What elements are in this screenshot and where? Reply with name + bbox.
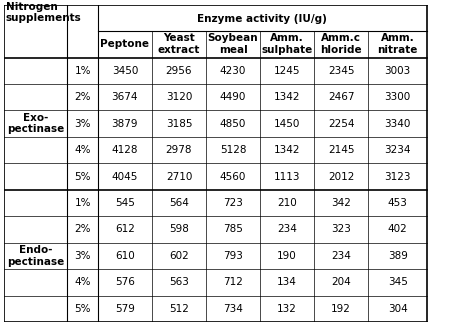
Text: 4128: 4128 [112,145,138,155]
Text: 3120: 3120 [166,92,192,102]
Text: 5%: 5% [74,172,91,182]
Text: 3003: 3003 [384,66,411,76]
Text: 3879: 3879 [112,118,138,128]
Text: 793: 793 [223,251,243,261]
Text: 5%: 5% [74,304,91,314]
Text: 723: 723 [223,198,243,208]
Text: 3674: 3674 [112,92,138,102]
Text: 2%: 2% [74,92,91,102]
Text: 4560: 4560 [220,172,246,182]
Text: 1%: 1% [74,66,91,76]
Text: 3300: 3300 [384,92,411,102]
Text: 563: 563 [169,277,189,287]
Text: 734: 734 [223,304,243,314]
Text: 564: 564 [169,198,189,208]
Text: 210: 210 [277,198,297,208]
Text: 1%: 1% [74,198,91,208]
Text: 576: 576 [115,277,135,287]
Text: 4%: 4% [74,145,91,155]
Text: Endo-
pectinase: Endo- pectinase [7,245,64,267]
Text: 2710: 2710 [166,172,192,182]
Text: 712: 712 [223,277,243,287]
Text: 785: 785 [223,224,243,234]
Text: 610: 610 [115,251,135,261]
Text: 512: 512 [169,304,189,314]
Text: 545: 545 [115,198,135,208]
Text: 234: 234 [277,224,297,234]
Text: 3234: 3234 [384,145,411,155]
Text: 4230: 4230 [220,66,246,76]
Text: 2254: 2254 [328,118,355,128]
Text: 1342: 1342 [274,145,301,155]
Text: 3123: 3123 [384,172,411,182]
Text: 3%: 3% [74,118,91,128]
Text: 5128: 5128 [220,145,246,155]
Text: 3340: 3340 [384,118,411,128]
Text: Soybean
meal: Soybean meal [208,33,258,55]
Text: 132: 132 [277,304,297,314]
Text: 1113: 1113 [274,172,301,182]
Text: 402: 402 [388,224,408,234]
Text: 598: 598 [169,224,189,234]
Text: 602: 602 [169,251,189,261]
Text: 323: 323 [331,224,351,234]
Text: 1450: 1450 [274,118,301,128]
Text: 4%: 4% [74,277,91,287]
Text: 4045: 4045 [112,172,138,182]
Text: 4490: 4490 [220,92,246,102]
Text: 2978: 2978 [166,145,192,155]
Text: 389: 389 [388,251,408,261]
Text: 234: 234 [331,251,351,261]
Text: Exo-
pectinase: Exo- pectinase [7,113,64,134]
Text: Nitrogen
supplements: Nitrogen supplements [6,2,82,23]
Text: 190: 190 [277,251,297,261]
Text: 2467: 2467 [328,92,355,102]
Text: 579: 579 [115,304,135,314]
Text: Amm.c
hloride: Amm.c hloride [320,33,362,55]
Text: 2956: 2956 [166,66,192,76]
Text: 4850: 4850 [220,118,246,128]
Text: Enzyme activity (IU/g): Enzyme activity (IU/g) [198,14,328,24]
Text: 453: 453 [388,198,408,208]
Text: Amm.
nitrate: Amm. nitrate [377,33,418,55]
Text: 2012: 2012 [328,172,355,182]
Text: 2%: 2% [74,224,91,234]
Text: 3%: 3% [74,251,91,261]
Text: Yeast
extract: Yeast extract [158,33,200,55]
Text: 3450: 3450 [112,66,138,76]
Text: 304: 304 [388,304,408,314]
Text: Peptone: Peptone [100,39,149,49]
Text: 345: 345 [388,277,408,287]
Text: 3185: 3185 [166,118,192,128]
Text: 192: 192 [331,304,351,314]
Text: 2345: 2345 [328,66,355,76]
Text: 134: 134 [277,277,297,287]
Text: Amm.
sulphate: Amm. sulphate [262,33,313,55]
Text: 1245: 1245 [274,66,301,76]
Text: 342: 342 [331,198,351,208]
Text: 204: 204 [331,277,351,287]
Text: 2145: 2145 [328,145,355,155]
Text: 1342: 1342 [274,92,301,102]
Text: 612: 612 [115,224,135,234]
